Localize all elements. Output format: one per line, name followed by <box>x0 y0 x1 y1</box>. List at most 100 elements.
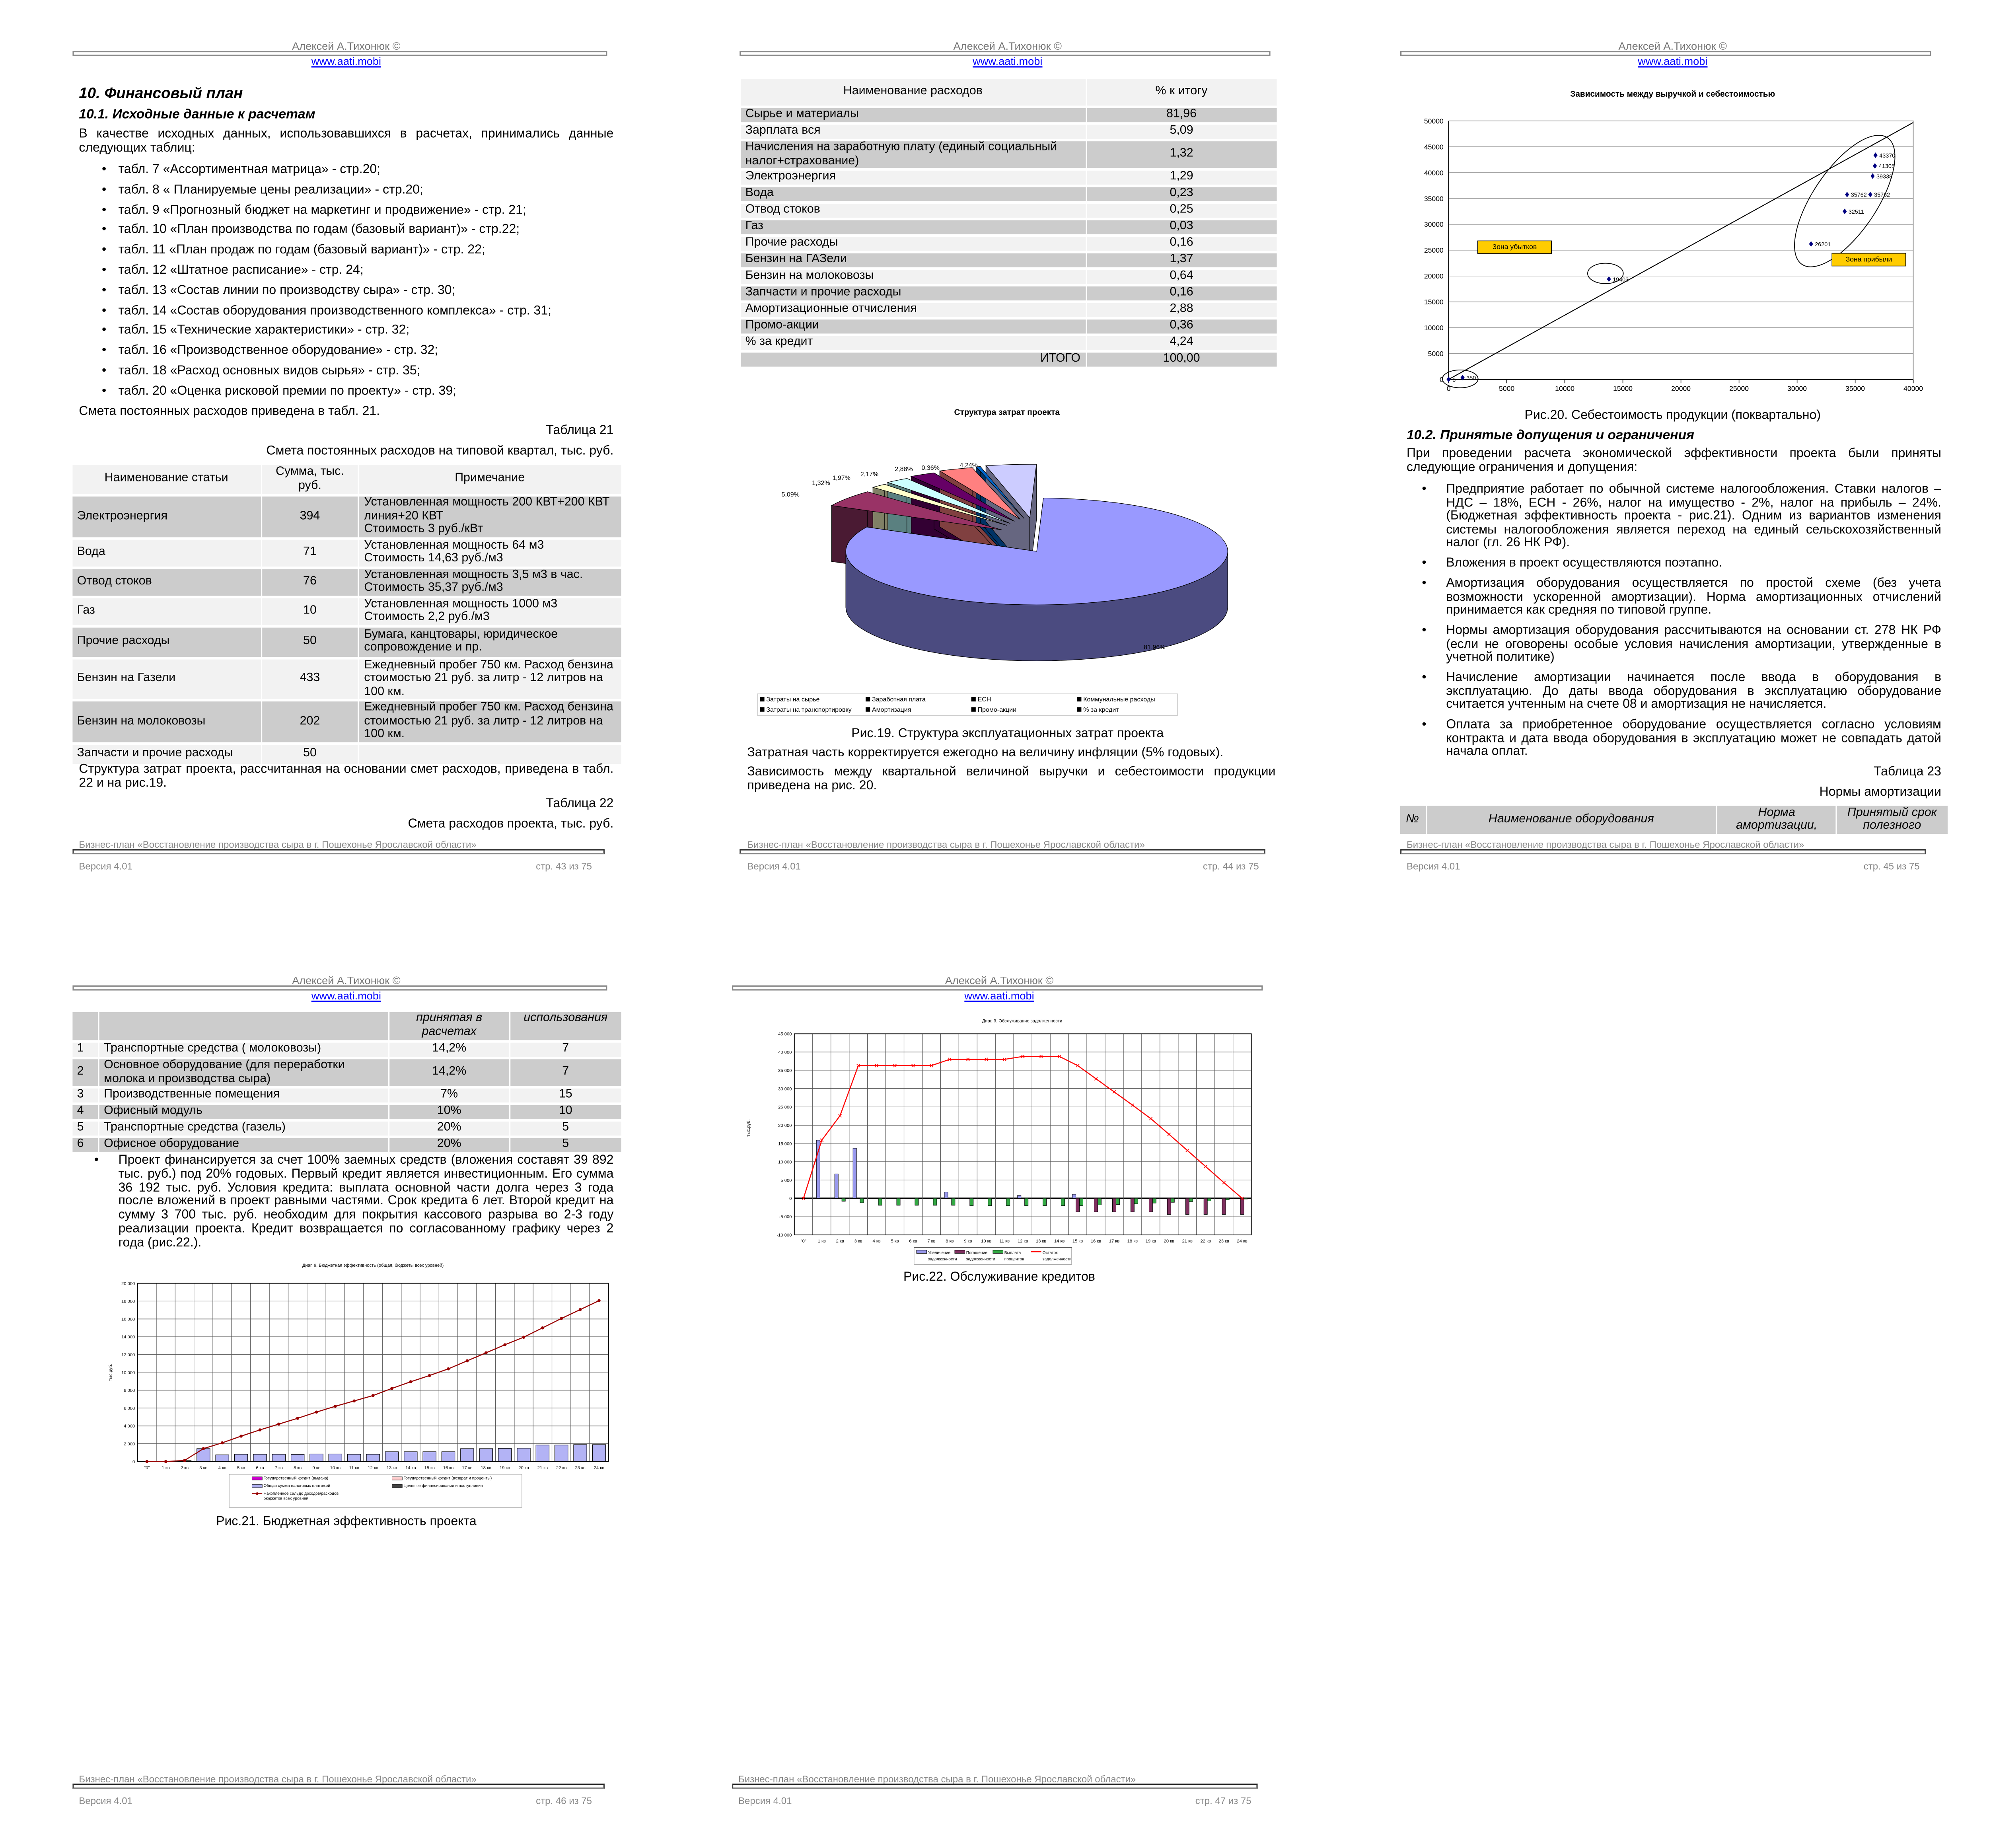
bar <box>517 1448 531 1462</box>
y-tick-label: 18 000 <box>121 1299 135 1304</box>
line-marker <box>428 1374 431 1377</box>
bar <box>215 1455 229 1462</box>
intro-paragraph: При проведении расчета экономической эфф… <box>1407 447 1941 475</box>
table-row: Бензин на Газели 433 Ежедневный пробег 750… <box>72 659 621 699</box>
useful-life-cell: 5 <box>510 1138 621 1152</box>
legend-item: Целевые финансирование и поступления <box>403 1484 483 1488</box>
bar <box>878 1198 882 1206</box>
budget-efficiency-chart: Диаг. 9. Бюджетная эффективность (общая,… <box>109 1263 609 1508</box>
line-marker <box>1094 1077 1098 1081</box>
bar <box>1043 1198 1047 1206</box>
list-item: Оплата за приобретенное оборудование осу… <box>1400 719 1941 759</box>
chart-title: Диаг. 9. Бюджетная эффективность (общая,… <box>302 1263 444 1268</box>
y-tick-label: 45 000 <box>778 1032 792 1037</box>
table-title: Смета постоянных расходов на типовой ква… <box>266 444 614 458</box>
data-point <box>1446 376 1451 382</box>
legend-item: Затраты на транспортировку <box>766 707 851 713</box>
percent-cell: 0,23 <box>1087 187 1276 201</box>
bar <box>1225 1198 1230 1200</box>
x-tick-label: 23 кв <box>1218 1239 1229 1244</box>
x-tick-label: 10000 <box>1555 384 1574 392</box>
page-number: стр. 46 из 75 <box>536 1795 592 1807</box>
figure-caption: Рис.22. Обслуживание кредитов <box>903 1270 1095 1285</box>
x-tick-label: 17 кв <box>462 1466 472 1470</box>
x-tick-label: 18 кв <box>1127 1239 1138 1244</box>
legend-swatch <box>760 707 765 712</box>
bar <box>309 1453 323 1462</box>
figure-caption: Рис.21. Бюджетная эффективность проекта <box>216 1515 477 1529</box>
x-tick-label: 15 кв <box>1072 1239 1083 1244</box>
list-item: табл. 13 «Состав линии по производству с… <box>79 281 613 302</box>
debt-service-chart: Диаг. 3. Обслуживание задолженности тыс.р… <box>746 1019 1252 1265</box>
site-link[interactable]: www.aati.mobi <box>973 55 1043 68</box>
footer-doc-title: Бизнес-план «Восстановление производства… <box>747 839 1145 851</box>
series-line <box>803 1056 1243 1199</box>
line-marker <box>296 1417 299 1420</box>
equipment-name-cell: Производственные помещения <box>99 1089 388 1103</box>
header-divider <box>1400 51 1931 56</box>
footer-version: Версия 4.01 <box>79 861 132 872</box>
legend-item: Увеличение <box>928 1251 951 1255</box>
table-row: Бензин на ГАЗели 1,37 <box>740 253 1276 267</box>
line-marker <box>911 1063 915 1067</box>
header-divider <box>732 985 1263 991</box>
site-link[interactable]: www.aati.mobi <box>311 55 381 68</box>
note-cell: Бумага, канцтовары, юридическое сопровож… <box>359 627 621 656</box>
expense-name-cell: Газ <box>740 220 1086 234</box>
percent-cell: 0,03 <box>1087 220 1276 234</box>
site-link[interactable]: www.aati.mobi <box>964 989 1034 1002</box>
bar <box>290 1454 305 1462</box>
data-point-label: 350 <box>1466 375 1476 382</box>
line-marker <box>838 1114 842 1118</box>
line-marker <box>390 1387 393 1390</box>
section-title: 10. Финансовый план <box>79 84 243 102</box>
y-tick-label: 4 000 <box>124 1424 135 1429</box>
x-tick-label: 13 кв <box>387 1466 397 1470</box>
page-number: стр. 44 из 75 <box>1203 861 1259 872</box>
column-header: Сумма, тыс. руб. <box>262 465 358 494</box>
legend-item: Коммунальные расходы <box>1083 696 1155 703</box>
x-tick-label: 10 кв <box>330 1466 341 1470</box>
x-tick-label: 2 кв <box>181 1466 189 1470</box>
table-row: Зарплата вся 5,09 <box>740 125 1276 139</box>
percent-cell: 0,16 <box>1087 237 1276 251</box>
line-marker <box>1057 1054 1061 1058</box>
table-row: 3 Производственные помещения 7% 15 <box>72 1089 621 1103</box>
y-tick-label: 5000 <box>1428 350 1444 358</box>
legend-item: процентов <box>1004 1257 1024 1262</box>
line-marker <box>1076 1063 1080 1067</box>
x-tick-label: 14 кв <box>405 1466 416 1470</box>
paragraph: Смета постоянных расходов приведена в та… <box>79 405 380 419</box>
bar <box>1222 1198 1226 1215</box>
bar <box>234 1454 248 1462</box>
x-tick-label: 17 кв <box>1109 1239 1119 1244</box>
x-tick-label: 40000 <box>1903 384 1923 392</box>
y-tick-label: 40000 <box>1424 169 1444 177</box>
legend-marker <box>256 1492 259 1495</box>
annotation-profit-zone: Зона прибыли <box>1846 255 1892 263</box>
pie-data-label: 5,09% <box>782 491 800 498</box>
bar <box>1072 1194 1076 1199</box>
equipment-name-cell: Офисное оборудование <box>99 1138 388 1152</box>
site-link[interactable]: www.aati.mobi <box>311 989 381 1002</box>
bar <box>592 1444 606 1462</box>
y-tick-label: 2 000 <box>124 1442 135 1447</box>
y-tick-label: 35000 <box>1424 195 1444 203</box>
table-row: Отвод стоков 0,25 <box>740 204 1276 218</box>
y-tick-label: 25000 <box>1424 246 1444 254</box>
x-tick-label: 12 кв <box>1018 1239 1028 1244</box>
bar <box>915 1198 919 1206</box>
list-item: табл. 10 «План производства по годам (ба… <box>79 221 613 241</box>
table-row: Бензин на молоковозы 0,64 <box>740 270 1276 284</box>
depreciation-table-header: № Наименование оборудования Норма аморти… <box>1398 803 1948 836</box>
legend-item: Накопленное сальдо доходов/расходов <box>263 1492 339 1496</box>
table-row: Промо-акции 0,36 <box>740 319 1276 334</box>
expense-name-cell: Бензин на молоковозы <box>740 270 1086 284</box>
amount-cell: 202 <box>262 701 358 742</box>
list-item: Начисление амортизации начинается после … <box>1400 671 1941 713</box>
x-tick-label: 25000 <box>1729 384 1749 392</box>
line-marker <box>1131 1103 1135 1107</box>
amount-cell: 394 <box>262 497 358 537</box>
site-link[interactable]: www.aati.mobi <box>1638 55 1708 68</box>
total-row: ИТОГО 100,00 <box>740 352 1276 367</box>
